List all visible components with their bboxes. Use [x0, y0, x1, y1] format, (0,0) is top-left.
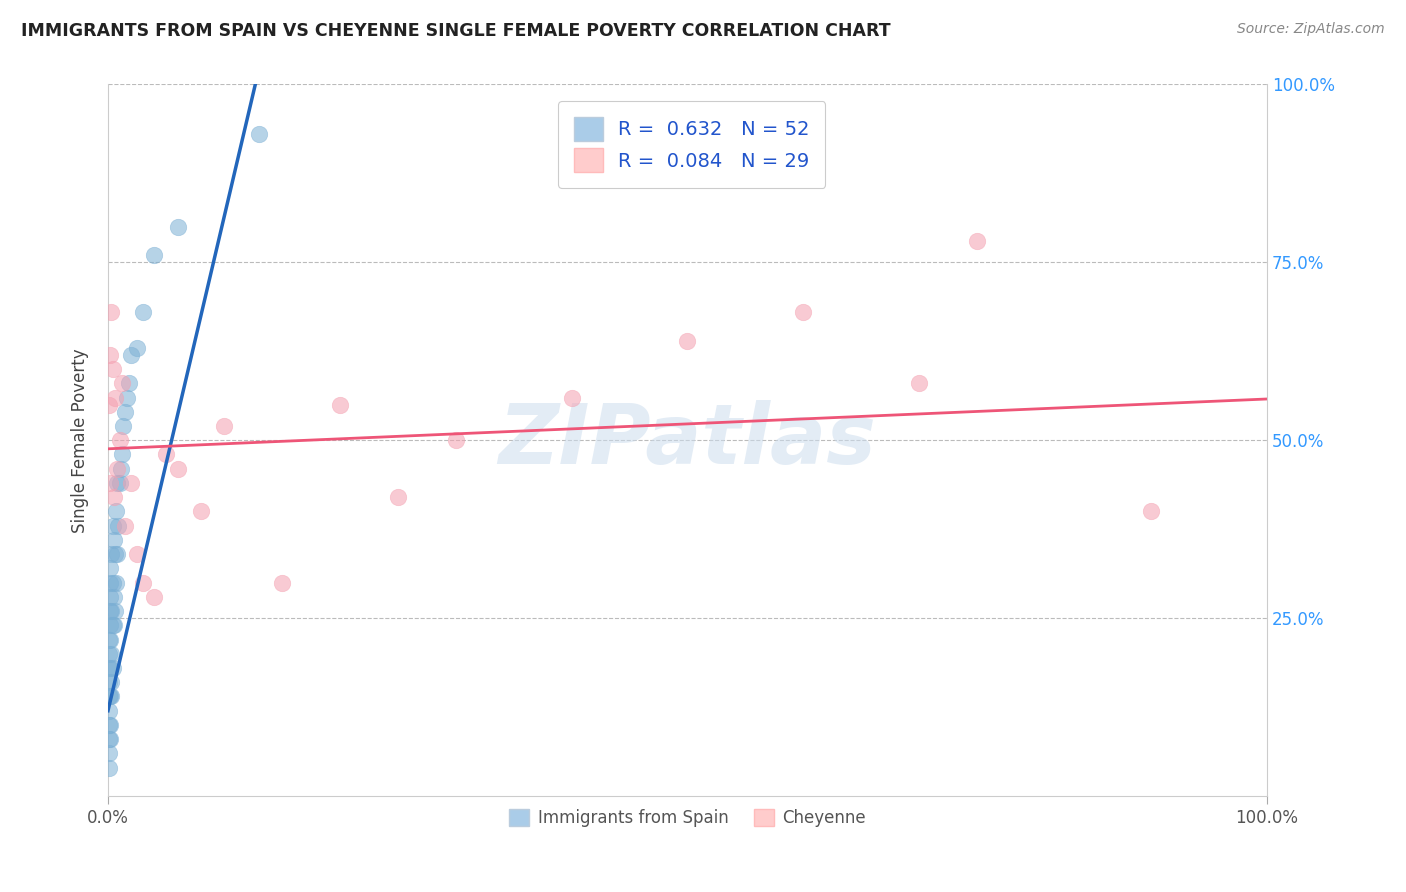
Point	[105, 461, 128, 475]
Point	[1140, 504, 1163, 518]
Point	[110, 461, 132, 475]
Point	[676, 334, 699, 348]
Point	[98, 632, 121, 647]
Point	[166, 219, 188, 234]
Point	[212, 419, 235, 434]
Point	[155, 448, 177, 462]
Point	[98, 704, 121, 718]
Point	[329, 398, 352, 412]
Point	[103, 533, 125, 547]
Point	[98, 618, 121, 632]
Point	[190, 504, 212, 518]
Point	[100, 647, 122, 661]
Point	[100, 604, 122, 618]
Point	[98, 747, 121, 761]
Point	[107, 518, 129, 533]
Point	[108, 434, 131, 448]
Point	[98, 632, 121, 647]
Point	[105, 475, 128, 490]
Point	[100, 675, 122, 690]
Point	[98, 348, 121, 362]
Point	[98, 718, 121, 732]
Point	[100, 305, 122, 319]
Point	[100, 547, 122, 561]
Point	[98, 398, 121, 412]
Point	[143, 590, 166, 604]
Point	[101, 618, 124, 632]
Point	[104, 391, 127, 405]
Point	[101, 575, 124, 590]
Point	[247, 128, 270, 142]
Point	[104, 604, 127, 618]
Point	[98, 761, 121, 775]
Point	[103, 618, 125, 632]
Point	[98, 561, 121, 575]
Point	[132, 575, 155, 590]
Point	[98, 590, 121, 604]
Y-axis label: Single Female Poverty: Single Female Poverty	[72, 348, 89, 533]
Point	[966, 234, 988, 248]
Point	[98, 575, 121, 590]
Point	[792, 305, 814, 319]
Point	[125, 547, 148, 561]
Point	[111, 376, 134, 391]
Point	[105, 547, 128, 561]
Point	[101, 362, 124, 376]
Point	[120, 475, 142, 490]
Point	[387, 490, 409, 504]
Point	[98, 661, 121, 675]
Point	[98, 690, 121, 704]
Text: ZIPatlas: ZIPatlas	[499, 400, 876, 481]
Point	[108, 475, 131, 490]
Point	[112, 419, 135, 434]
Point	[114, 518, 136, 533]
Point	[98, 604, 121, 618]
Point	[908, 376, 931, 391]
Point	[104, 547, 127, 561]
Legend: Immigrants from Spain, Cheyenne: Immigrants from Spain, Cheyenne	[503, 803, 872, 834]
Point	[98, 732, 121, 747]
Point	[143, 248, 166, 262]
Point	[98, 475, 121, 490]
Point	[103, 490, 125, 504]
Point	[98, 690, 121, 704]
Point	[98, 647, 121, 661]
Point	[125, 341, 148, 355]
Point	[132, 305, 155, 319]
Point	[105, 504, 128, 518]
Point	[101, 518, 124, 533]
Text: Source: ZipAtlas.com: Source: ZipAtlas.com	[1237, 22, 1385, 37]
Point	[100, 690, 122, 704]
Point	[103, 590, 125, 604]
Text: IMMIGRANTS FROM SPAIN VS CHEYENNE SINGLE FEMALE POVERTY CORRELATION CHART: IMMIGRANTS FROM SPAIN VS CHEYENNE SINGLE…	[21, 22, 891, 40]
Point	[105, 575, 128, 590]
Point	[98, 675, 121, 690]
Point	[115, 391, 138, 405]
Point	[561, 391, 583, 405]
Point	[111, 448, 134, 462]
Point	[98, 718, 121, 732]
Point	[120, 348, 142, 362]
Point	[114, 405, 136, 419]
Point	[118, 376, 141, 391]
Point	[98, 661, 121, 675]
Point	[444, 434, 467, 448]
Point	[98, 732, 121, 747]
Point	[270, 575, 292, 590]
Point	[101, 661, 124, 675]
Point	[166, 461, 188, 475]
